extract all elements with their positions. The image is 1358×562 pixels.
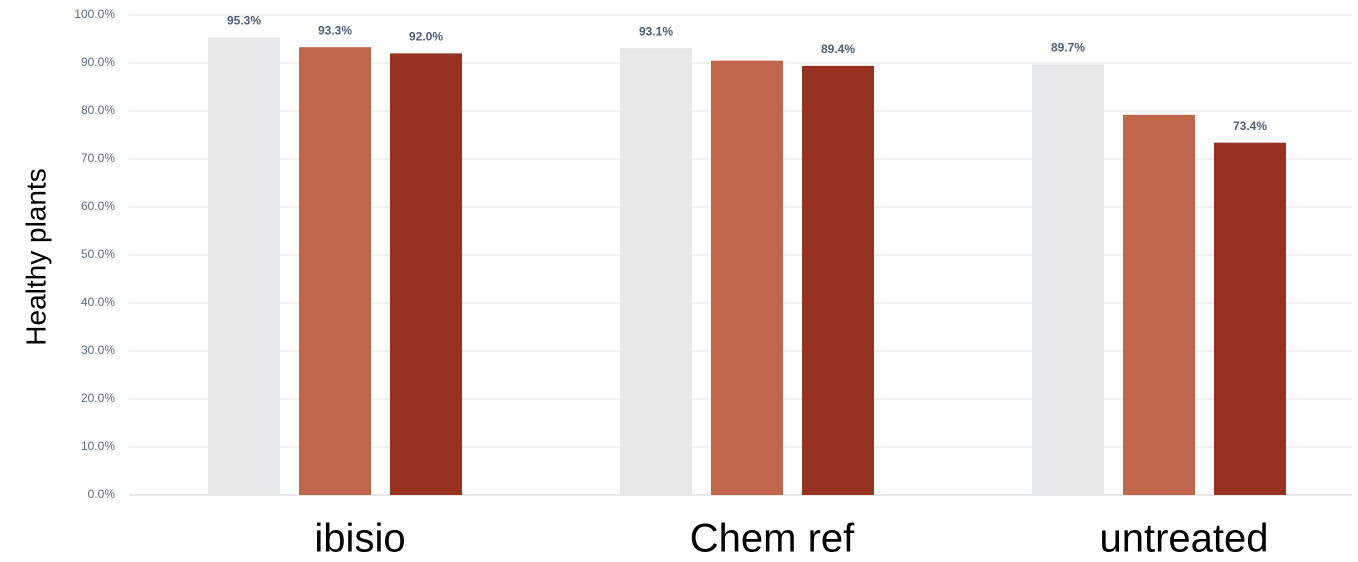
y-tick-label: 50.0% [81,247,115,261]
x-tick-label: Chem ref [690,517,855,561]
bar [390,53,462,496]
x-tick-label: ibisio [314,517,405,561]
y-tick-label: 70.0% [81,151,115,165]
bar [208,37,280,496]
bar [1123,114,1195,495]
value-label: 93.3% [318,23,352,37]
y-tick-label: 60.0% [81,199,115,213]
bar [711,60,783,495]
value-label: 89.4% [821,42,855,56]
y-tick-label: 100.0% [74,7,115,21]
y-tick-label: 40.0% [81,295,115,309]
bar [1032,64,1104,495]
value-label: 89.7% [1051,41,1085,55]
y-tick-label: 90.0% [81,55,115,69]
value-label: 92.0% [409,30,443,44]
y-axis-title: Healthy plants [20,168,51,345]
x-tick-label: untreated [1099,517,1268,561]
bar [1214,142,1286,495]
bar [299,47,371,495]
y-tick-label: 30.0% [81,343,115,357]
value-label: 73.4% [1233,119,1267,133]
value-label: 95.3% [227,14,261,28]
y-tick-label: 80.0% [81,103,115,117]
bar [802,65,874,495]
y-tick-label: 0.0% [88,487,116,501]
value-label: 93.1% [639,24,673,38]
bar [620,48,692,496]
y-tick-label: 10.0% [81,439,115,453]
y-tick-label: 20.0% [81,391,115,405]
